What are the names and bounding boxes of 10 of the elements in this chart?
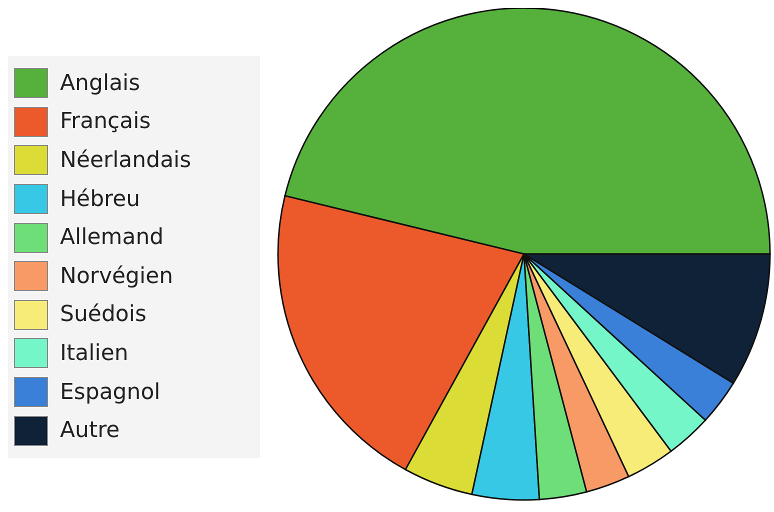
legend-label: Néerlandais — [60, 148, 192, 173]
legend-label: Norvégien — [60, 264, 174, 289]
legend-label: Hébreu — [60, 186, 140, 212]
legend-label: Suédois — [60, 302, 146, 328]
legend-label: Anglais — [60, 70, 140, 96]
legend-label: Espagnol — [60, 380, 160, 405]
legend-label: Italien — [60, 340, 128, 366]
legend-label: Français — [60, 109, 151, 134]
legend-label: Autre — [60, 418, 120, 444]
legend-label: Allemand — [60, 225, 164, 250]
